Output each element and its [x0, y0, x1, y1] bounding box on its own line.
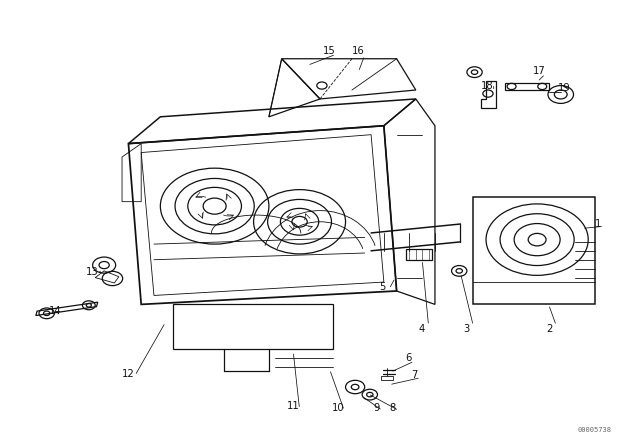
Text: 9: 9	[373, 403, 380, 413]
Text: 16: 16	[352, 46, 365, 56]
Text: 8: 8	[390, 403, 396, 413]
Text: 10: 10	[332, 403, 344, 413]
Text: 12: 12	[122, 369, 135, 379]
Text: 6: 6	[405, 353, 412, 363]
Text: 1: 1	[595, 219, 601, 229]
Text: 14: 14	[49, 306, 61, 316]
Text: 13: 13	[86, 267, 99, 277]
Text: 15: 15	[323, 46, 336, 56]
Text: 7: 7	[412, 370, 418, 379]
Text: 5: 5	[380, 281, 386, 292]
Text: 4: 4	[419, 324, 426, 334]
Text: 3: 3	[464, 324, 470, 334]
Text: 00005738: 00005738	[578, 427, 612, 433]
Text: 11: 11	[287, 401, 300, 411]
Text: 17: 17	[532, 66, 545, 76]
Text: 19: 19	[558, 83, 571, 93]
Text: 18: 18	[481, 81, 493, 90]
Text: 2: 2	[547, 324, 553, 334]
